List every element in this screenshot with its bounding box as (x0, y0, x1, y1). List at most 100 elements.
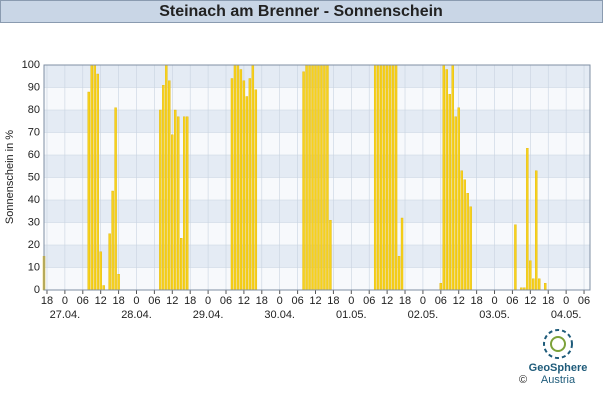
bar (308, 64, 311, 291)
date-label: 30.04. (264, 309, 295, 321)
y-axis-label: Sonnenschein in % (4, 130, 16, 224)
bar (391, 64, 395, 291)
x-tick-label: 18 (41, 295, 53, 307)
x-tick-label: 0 (348, 295, 354, 307)
bar (114, 107, 117, 291)
logo-name: GeoSphere (529, 362, 588, 374)
bar (248, 78, 252, 291)
x-tick-label: 12 (309, 295, 321, 307)
bar (445, 69, 448, 291)
date-label: 27.04. (50, 309, 81, 321)
x-tick-label: 06 (148, 295, 160, 307)
date-label: 29.04. (193, 309, 224, 321)
logo-sub: Austria (541, 374, 576, 386)
bar (388, 64, 392, 291)
bar (96, 73, 99, 291)
date-label: 03.05. (479, 309, 510, 321)
x-tick-label: 0 (563, 295, 569, 307)
bar (183, 116, 186, 291)
date-label: 02.05. (408, 309, 439, 321)
bar (448, 94, 451, 291)
bar (535, 170, 538, 291)
band (44, 245, 590, 268)
x-tick-label: 0 (62, 295, 68, 307)
bar (174, 109, 177, 291)
x-tick-label: 06 (363, 295, 375, 307)
x-tick-label: 0 (133, 295, 139, 307)
x-tick-label: 18 (542, 295, 554, 307)
bar (442, 64, 446, 291)
bar (162, 85, 165, 291)
bar (529, 260, 532, 291)
chart-title: Steinach am Brenner - Sonnenschein (159, 3, 443, 20)
bar (439, 283, 443, 291)
x-tick-label: 0 (277, 295, 283, 307)
x-tick-label: 18 (327, 295, 339, 307)
bar (305, 64, 308, 291)
bar (329, 220, 332, 291)
bar (532, 278, 535, 291)
x-tick-label: 06 (578, 295, 590, 307)
bar (180, 238, 183, 291)
bar (251, 64, 255, 291)
bar (311, 64, 314, 291)
band (44, 155, 590, 178)
bar (159, 109, 162, 291)
bar (379, 64, 383, 291)
date-label: 04.05. (551, 309, 582, 321)
bar (177, 116, 180, 291)
bar (102, 285, 105, 291)
bar (314, 64, 317, 291)
y-tick-label: 60 (28, 149, 40, 161)
y-tick-label: 0 (34, 284, 40, 296)
date-label: 01.05. (336, 309, 367, 321)
x-tick-label: 06 (77, 295, 89, 307)
x-tick-label: 06 (291, 295, 303, 307)
bar (385, 64, 389, 291)
bar (451, 64, 454, 291)
x-tick-label: 12 (453, 295, 465, 307)
bar (373, 64, 377, 291)
x-tick-label: 12 (524, 295, 536, 307)
x-tick-label: 06 (435, 295, 447, 307)
plot-border (43, 64, 591, 291)
bar (454, 116, 457, 291)
x-tick-label: 06 (220, 295, 232, 307)
x-tick-label: 18 (112, 295, 124, 307)
bar (236, 64, 240, 291)
y-tick-label: 100 (22, 59, 40, 71)
y-tick-label: 70 (28, 126, 40, 138)
bar (245, 96, 249, 291)
bar (394, 64, 398, 291)
bar (514, 224, 517, 291)
x-tick-label: 0 (491, 295, 497, 307)
x-tick-label: 18 (399, 295, 411, 307)
bar (171, 134, 174, 291)
bar (168, 80, 171, 291)
x-tick-label: 12 (238, 295, 250, 307)
x-tick-label: 12 (95, 295, 107, 307)
x-tick-label: 18 (184, 295, 196, 307)
x-tick-label: 18 (470, 295, 482, 307)
y-tick-label: 80 (28, 104, 40, 116)
bar (254, 89, 258, 291)
x-tick-label: 06 (506, 295, 518, 307)
x-tick-label: 0 (205, 295, 211, 307)
bar (239, 69, 243, 291)
bar (242, 80, 246, 291)
y-tick-label: 50 (28, 171, 40, 183)
bar (376, 64, 380, 291)
bar (400, 217, 404, 291)
copyright: © (519, 374, 527, 386)
band (44, 65, 590, 88)
bar (87, 91, 90, 291)
bar (230, 78, 234, 291)
y-tick-label: 40 (28, 194, 40, 206)
x-tick-label: 18 (256, 295, 268, 307)
bar (320, 64, 323, 291)
bar (165, 64, 168, 291)
bar (469, 206, 472, 291)
bar (538, 278, 541, 291)
y-tick-label: 20 (28, 239, 40, 251)
